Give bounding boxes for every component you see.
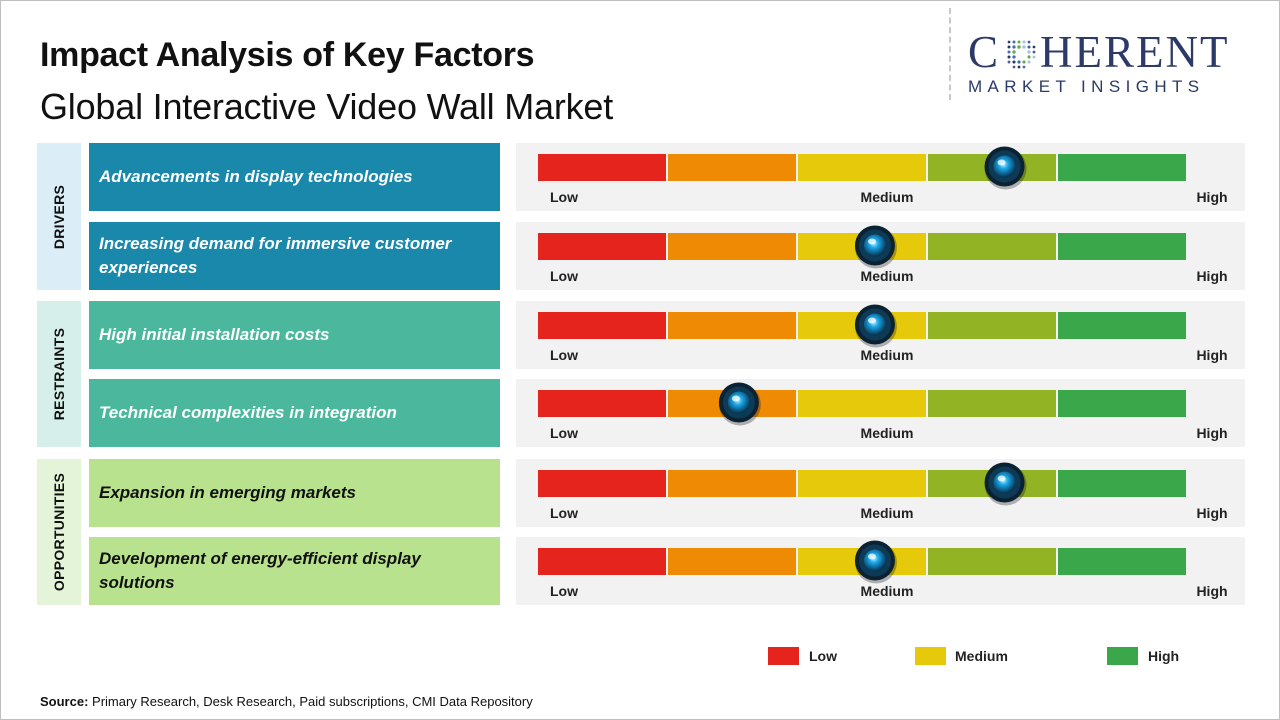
category-label: RESTRAINTS xyxy=(51,327,67,421)
gauge-tick-label: High xyxy=(1196,505,1227,521)
chart-title: Impact Analysis of Key Factors xyxy=(40,36,535,74)
gauge-tick-label: Low xyxy=(550,583,578,599)
gauge-segment xyxy=(1058,470,1186,497)
gauge-tick-label: Low xyxy=(550,347,578,363)
gauge-segment xyxy=(928,312,1056,339)
factor-box: High initial installation costs xyxy=(89,301,500,369)
gauge-segment xyxy=(1058,154,1186,181)
gauge-segment xyxy=(798,470,926,497)
gauge-segment xyxy=(928,390,1056,417)
logo-tagline: MARKET INSIGHTS xyxy=(968,77,1205,96)
factor-box: Advancements in display technologies xyxy=(89,143,500,211)
source-note: Source: Primary Research, Desk Research,… xyxy=(40,694,533,709)
factor-box: Expansion in emerging markets xyxy=(89,459,500,527)
gauge-segment xyxy=(538,548,666,575)
gauge-segment xyxy=(928,548,1056,575)
gauge-tick-label: Medium xyxy=(861,189,914,205)
factor-box: Technical complexities in integration xyxy=(89,379,500,447)
impact-marker xyxy=(984,462,1027,506)
gauge-segment xyxy=(668,154,796,181)
gauge-segment xyxy=(928,233,1056,260)
legend-label-medium: Medium xyxy=(955,648,1008,664)
gauge-segment xyxy=(538,470,666,497)
logo-wordmark: C HERENT xyxy=(968,30,1268,75)
logo-globe-icon xyxy=(1007,39,1036,68)
gauge-segment xyxy=(538,390,666,417)
gauge-segment xyxy=(538,312,666,339)
factor-label: High initial installation costs xyxy=(99,325,330,344)
gauge-tick-label: Medium xyxy=(861,347,914,363)
impact-marker xyxy=(984,146,1027,190)
gauge-segment xyxy=(668,312,796,339)
factor-box: Increasing demand for immersive customer… xyxy=(89,222,500,290)
gauge-segment xyxy=(1058,233,1186,260)
source-text: Primary Research, Desk Research, Paid su… xyxy=(88,694,533,709)
gauge-svg: Low Medium High xyxy=(538,304,1228,363)
gauge-tick-label: High xyxy=(1196,268,1227,284)
gauge-tick-label: Medium xyxy=(861,583,914,599)
gauge-svg: Low Medium High xyxy=(538,540,1228,599)
impact-gauge: Low Medium High xyxy=(516,143,1245,211)
impact-marker xyxy=(854,540,897,584)
gauge-segment xyxy=(1058,390,1186,417)
gauge-tick-label: Medium xyxy=(861,268,914,284)
factor-label: Expansion in emerging markets xyxy=(99,483,356,502)
legend-swatch-high xyxy=(1107,647,1138,665)
gauge-tick-label: Low xyxy=(550,505,578,521)
impact-gauge: Low Medium High xyxy=(516,222,1245,290)
category-opportunities: OPPORTUNITIES xyxy=(37,459,81,605)
logo-text-end: HERENT xyxy=(1040,27,1230,77)
gauge-segment xyxy=(538,233,666,260)
gauge-segment xyxy=(798,390,926,417)
gauge-tick-label: High xyxy=(1196,425,1227,441)
gauge-tick-label: Low xyxy=(550,189,578,205)
chart-subtitle: Global Interactive Video Wall Market xyxy=(40,86,614,127)
gauge-segment xyxy=(798,154,926,181)
gauge-segment xyxy=(1058,548,1186,575)
gauge-tick-label: Medium xyxy=(861,425,914,441)
impact-gauge: Low Medium High xyxy=(516,459,1245,527)
gauge-svg: Low Medium High xyxy=(538,462,1228,521)
logo-text-start: C xyxy=(968,27,1001,77)
impact-gauge: Low Medium High xyxy=(516,301,1245,369)
category-label: OPPORTUNITIES xyxy=(51,472,67,592)
gauge-segment xyxy=(1058,312,1186,339)
gauge-tick-label: High xyxy=(1196,583,1227,599)
gauge-segment xyxy=(538,154,666,181)
category-restraints: RESTRAINTS xyxy=(37,301,81,447)
gauge-tick-label: High xyxy=(1196,347,1227,363)
category-label: DRIVERS xyxy=(51,184,67,249)
gauge-svg: Low Medium High xyxy=(538,146,1228,205)
legend-label-high: High xyxy=(1148,648,1180,664)
gauge-tick-label: Low xyxy=(550,425,578,441)
factor-label: Increasing demand for immersive customer… xyxy=(99,234,452,277)
impact-gauge: Low Medium High xyxy=(516,379,1245,447)
gauge-tick-label: Low xyxy=(550,268,578,284)
gauge-segment xyxy=(668,233,796,260)
gauge-tick-label: High xyxy=(1196,189,1227,205)
factor-label: Technical complexities in integration xyxy=(99,403,397,422)
impact-marker xyxy=(718,382,761,426)
factor-label: Development of energy-efficient display … xyxy=(99,549,421,592)
category-drivers: DRIVERS xyxy=(37,143,81,290)
legend-swatch-low xyxy=(768,647,799,665)
gauge-segment xyxy=(668,548,796,575)
company-logo: C HERENT MARKET INSIGHTS xyxy=(968,30,1268,97)
legend-label-low: Low xyxy=(809,648,837,664)
impact-marker xyxy=(854,304,897,348)
impact-gauge: Low Medium High xyxy=(516,537,1245,605)
impact-marker xyxy=(854,225,897,269)
gauge-svg: Low Medium High xyxy=(538,225,1228,284)
legend-swatch-medium xyxy=(915,647,946,665)
factor-label: Advancements in display technologies xyxy=(99,167,413,186)
factor-box: Development of energy-efficient display … xyxy=(89,537,500,605)
gauge-tick-label: Medium xyxy=(861,505,914,521)
gauge-svg: Low Medium High xyxy=(538,382,1228,441)
gauge-segment xyxy=(668,470,796,497)
logo-divider xyxy=(949,8,951,100)
source-label: Source: xyxy=(40,694,89,709)
